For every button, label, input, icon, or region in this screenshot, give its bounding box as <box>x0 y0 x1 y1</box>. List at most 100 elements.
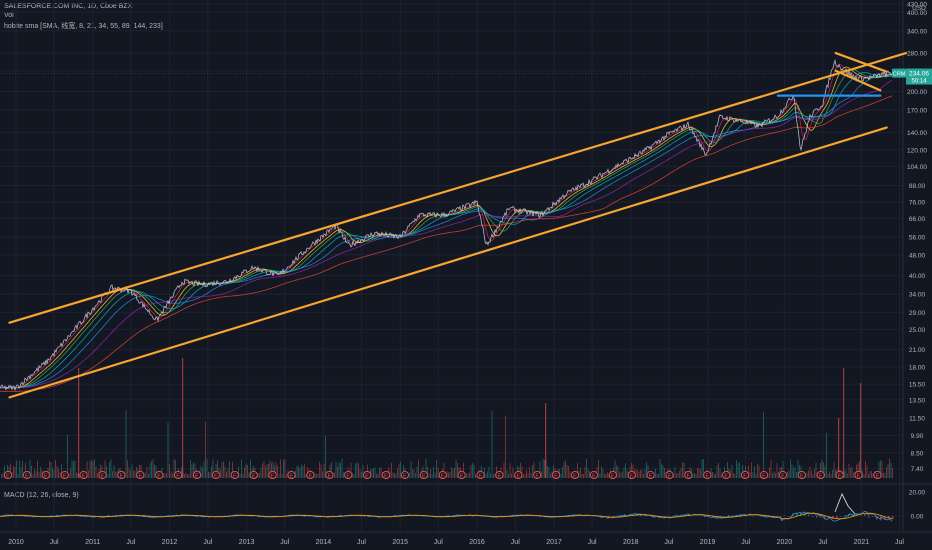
volume-bar <box>676 473 677 478</box>
volume-bar <box>229 461 230 478</box>
volume-bar <box>700 469 701 478</box>
volume-bar <box>884 473 886 478</box>
earnings-marker-label: E <box>346 473 350 479</box>
y-tick-label: 104.00 <box>907 164 927 171</box>
volume-bar <box>314 473 316 478</box>
macd-histogram-bar <box>620 514 622 516</box>
volume-bar <box>32 473 34 478</box>
volume-bar <box>284 459 286 478</box>
volume-bar <box>809 466 811 478</box>
volume-bar <box>416 466 418 478</box>
volume-bar <box>392 472 394 478</box>
volume-bar <box>880 460 881 478</box>
volume-bar <box>748 465 749 478</box>
x-tick-label: 2015 <box>392 539 408 546</box>
y-tick-label: 430.00 <box>907 2 927 9</box>
volume-bar <box>97 473 98 478</box>
earnings-marker-icon <box>136 470 145 480</box>
volume-bar <box>14 466 16 478</box>
volume-bar <box>164 473 166 478</box>
volume-bar <box>892 468 893 478</box>
volume-bar <box>788 470 790 478</box>
x-tick-label: 2019 <box>700 539 716 546</box>
earnings-marker-label: E <box>800 473 804 479</box>
earnings-marker-icon <box>457 470 466 480</box>
volume-bar <box>380 467 382 478</box>
volume-bar <box>86 461 88 478</box>
volume-bar <box>149 463 151 478</box>
volume-bar <box>826 432 827 478</box>
volume-bar <box>547 465 548 478</box>
volume-bar <box>232 461 233 478</box>
volume-bar <box>191 464 193 478</box>
volume-bar <box>455 459 457 478</box>
earnings-marker-icon <box>22 470 31 480</box>
volume-bar <box>17 473 19 478</box>
volume-bar <box>169 464 170 478</box>
volume-bar <box>883 473 884 478</box>
earnings-marker-label: E <box>176 473 180 479</box>
earnings-marker-icon <box>778 470 787 480</box>
volume-bar <box>361 471 362 478</box>
volume-bar <box>73 461 74 478</box>
volume-bar <box>25 462 26 478</box>
volume-bar <box>350 463 352 478</box>
volume-bar <box>769 467 770 478</box>
volume-bar <box>847 473 848 478</box>
volume-bar <box>377 473 379 478</box>
volume-bar <box>655 468 656 478</box>
volume-bar <box>277 465 278 478</box>
x-tick-label: Jul <box>511 539 520 546</box>
volume-bar <box>542 458 544 478</box>
last-price-label: 234.06 <box>909 71 929 78</box>
macd-histogram-bar <box>868 516 870 518</box>
earnings-marker-icon <box>438 470 447 480</box>
earnings-marker-label: E <box>25 473 29 479</box>
volume-bar <box>487 471 488 478</box>
volume-bar <box>692 474 694 478</box>
earnings-marker-label: E <box>82 473 86 479</box>
volume-bar <box>808 470 809 478</box>
volume-bar <box>850 468 851 478</box>
earnings-marker-icon <box>816 470 825 480</box>
macd-histogram-bar <box>676 514 678 516</box>
macd-histogram-bar <box>612 516 614 517</box>
earnings-marker-label: E <box>705 473 709 479</box>
volume-bar <box>320 464 322 478</box>
earnings-marker-icon <box>854 470 863 480</box>
earnings-marker-label: E <box>195 473 199 479</box>
earnings-marker-icon <box>344 470 353 480</box>
earnings-marker-label: E <box>516 473 520 479</box>
volume-bar <box>851 466 853 478</box>
volume-bar <box>109 462 110 478</box>
x-tick-label: Jul <box>357 539 366 546</box>
volume-bar <box>409 472 410 478</box>
earnings-marker-label: E <box>573 473 577 479</box>
volume-bar <box>59 472 61 478</box>
volume-bar <box>127 460 128 478</box>
volume-bar <box>71 460 73 478</box>
macd-histogram-bar <box>472 516 474 517</box>
earnings-marker-label: E <box>365 473 369 479</box>
volume-bar <box>631 462 632 478</box>
macd-histogram-bar <box>800 512 802 516</box>
earnings-marker-icon <box>759 470 769 480</box>
volume-bar <box>400 462 401 478</box>
volume-bar <box>644 468 646 478</box>
volume-bar <box>227 468 229 478</box>
volume-bar <box>353 474 355 478</box>
macd-histogram-bar <box>872 516 874 517</box>
volume-bar <box>70 468 71 478</box>
y-tick-label: 7.40 <box>911 466 924 473</box>
volume-bar <box>533 462 535 478</box>
volume-bar <box>463 462 464 478</box>
y-tick-label: 21.00 <box>909 347 926 354</box>
x-tick-label: 2020 <box>777 539 793 546</box>
volume-bar <box>749 471 751 478</box>
volume-bar <box>820 462 821 478</box>
volume-bar <box>37 460 38 478</box>
x-tick-label: Jul <box>434 539 443 546</box>
x-tick-label: 2012 <box>162 539 178 546</box>
volume-bar <box>55 459 56 478</box>
volume-bar <box>890 462 892 478</box>
